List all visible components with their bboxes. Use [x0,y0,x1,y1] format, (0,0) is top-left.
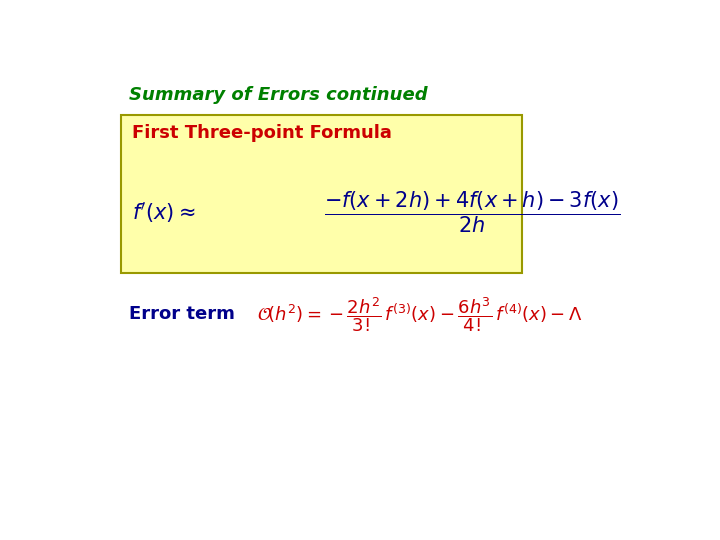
Text: $\mathcal{O}\!\left(h^2\right)=-\dfrac{2h^2}{3!}\,f^{(3)}(x)-\dfrac{6h^3}{4!}\,f: $\mathcal{O}\!\left(h^2\right)=-\dfrac{2… [258,295,583,334]
Text: Error term: Error term [129,305,235,323]
Text: First Three-point Formula: First Three-point Formula [132,124,392,143]
FancyBboxPatch shape [121,114,523,273]
Text: $f'(x)\approx$: $f'(x)\approx$ [132,200,195,225]
Text: Summary of Errors continued: Summary of Errors continued [129,85,428,104]
Text: $\dfrac{-f(x+2h)+4f(x+h)-3f(x)}{2h}$: $\dfrac{-f(x+2h)+4f(x+h)-3f(x)}{2h}$ [324,190,621,235]
